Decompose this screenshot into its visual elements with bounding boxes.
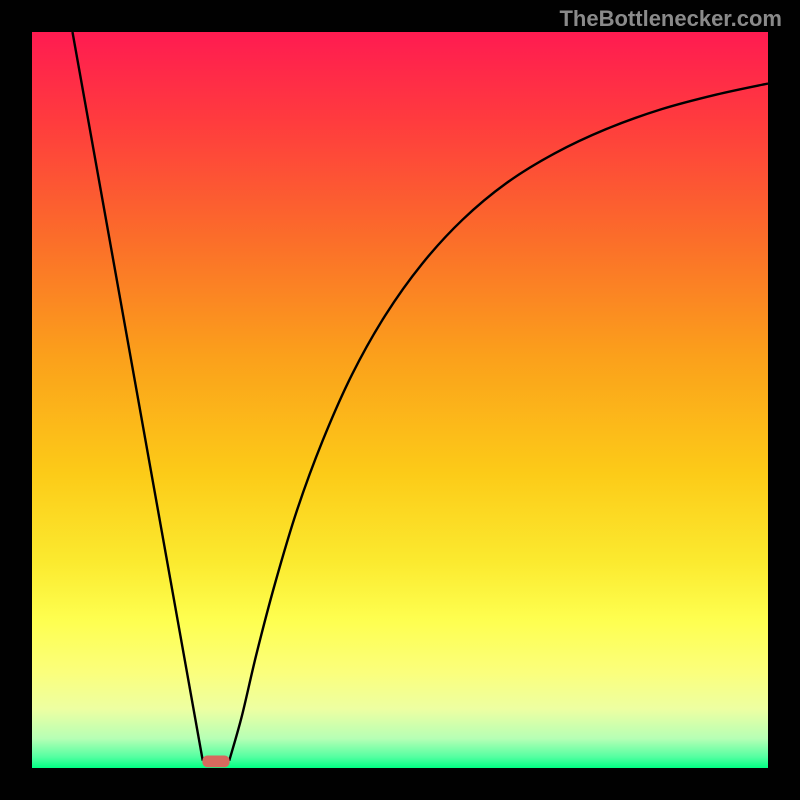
minimum-marker bbox=[202, 755, 229, 767]
plot-background bbox=[32, 32, 768, 768]
bottleneck-chart bbox=[0, 0, 800, 800]
chart-container: TheBottlenecker.com bbox=[0, 0, 800, 800]
